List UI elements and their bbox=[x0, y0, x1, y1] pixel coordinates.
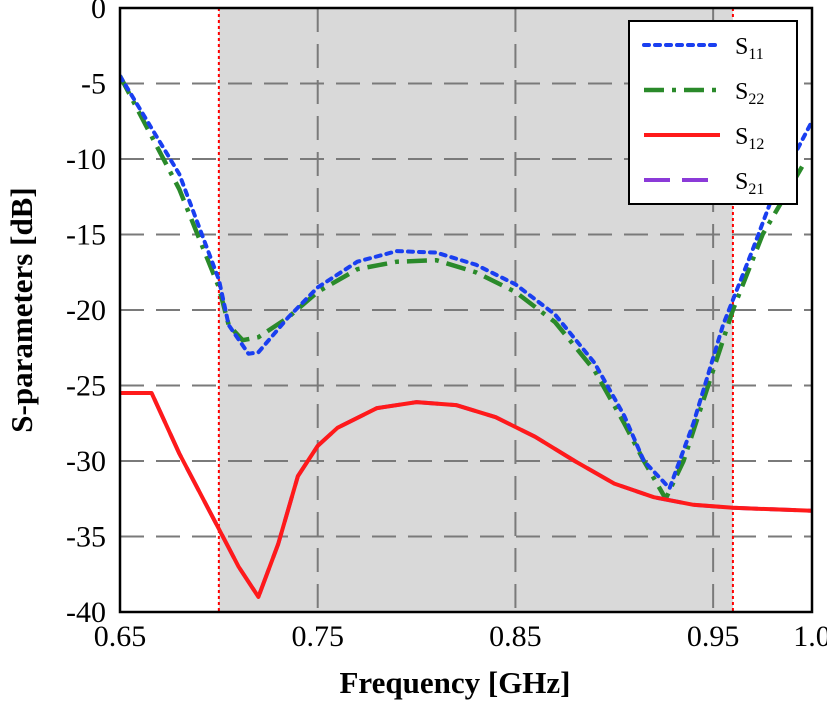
x-axis-title: Frequency [GHz] bbox=[339, 665, 570, 700]
x-tick-label: 0.65 bbox=[94, 620, 147, 653]
y-tick-label: -35 bbox=[66, 521, 106, 554]
y-tick-label: -30 bbox=[66, 445, 106, 478]
y-axis-title: S-parameters [dB] bbox=[4, 187, 39, 432]
x-tick-label: 1.0 bbox=[793, 620, 827, 653]
y-tick-label: -10 bbox=[66, 143, 106, 176]
plot-frame bbox=[118, 6, 814, 614]
y-tick-label: -15 bbox=[66, 219, 106, 252]
x-tick-label: 0.75 bbox=[291, 620, 344, 653]
x-tick-label: 0.85 bbox=[489, 620, 542, 653]
series-line-s11 bbox=[120, 74, 812, 491]
y-tick-label: -5 bbox=[81, 68, 106, 101]
legend-box bbox=[628, 20, 798, 205]
series-line-s12 bbox=[120, 391, 812, 599]
y-tick-label: -40 bbox=[66, 596, 106, 629]
x-tick-label: 0.95 bbox=[687, 620, 740, 653]
y-tick-label: -20 bbox=[66, 294, 106, 327]
y-tick-label: 0 bbox=[91, 0, 106, 25]
y-tick-label: -25 bbox=[66, 370, 106, 403]
